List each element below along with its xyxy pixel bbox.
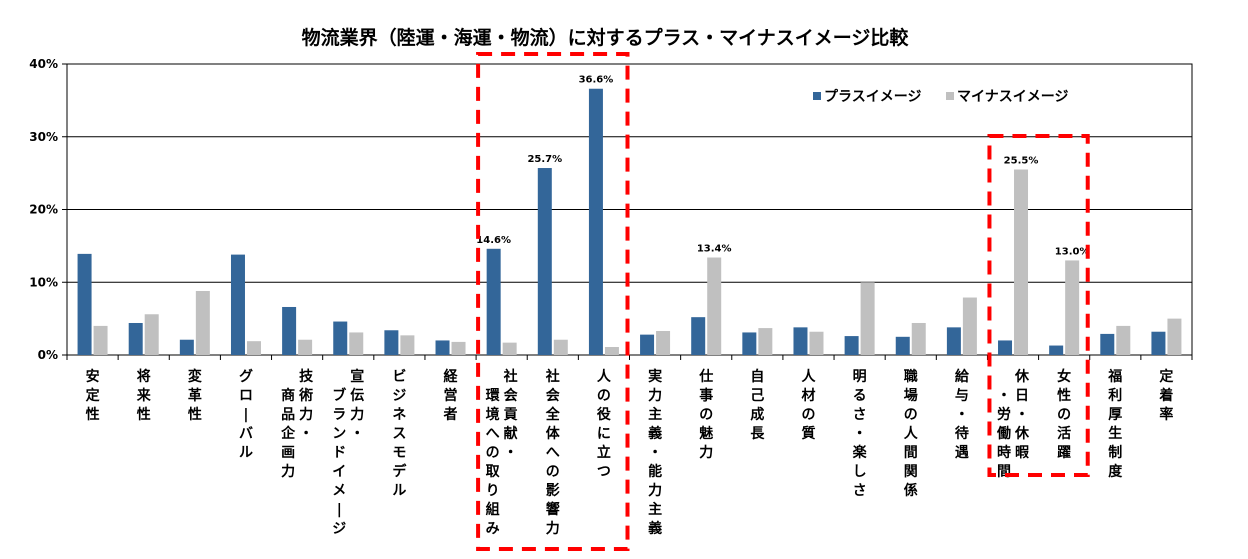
bar-series2: [911, 322, 926, 355]
bar-series1: [640, 334, 655, 355]
bar-series1: [998, 340, 1013, 355]
bar-series2: [144, 314, 159, 355]
category-label: 職場の人間関係: [904, 368, 919, 499]
bar-series1: [384, 330, 399, 355]
y-tick-label: 0%: [38, 348, 58, 362]
bar-layer: [77, 88, 1182, 356]
bar-series1: [895, 336, 910, 355]
bar-series2: [349, 332, 364, 355]
category-label: 社会貢献・: [503, 368, 519, 461]
data-label: 14.6%: [476, 235, 511, 246]
bar-series1: [486, 248, 501, 355]
data-label: 13.0%: [1055, 246, 1090, 257]
bar-series1: [742, 332, 757, 355]
data-label: 36.6%: [579, 75, 614, 86]
category-label: 商品企画力: [280, 387, 296, 480]
bar-series2: [93, 325, 108, 355]
category-label: 福利厚生制度: [1107, 368, 1123, 480]
bar-series1: [1100, 333, 1115, 355]
bar-series1: [793, 327, 808, 355]
bar-series2: [451, 341, 466, 355]
bar-series2: [962, 297, 977, 355]
highlight-box: [476, 52, 630, 551]
bar-series2: [809, 331, 824, 355]
bar-series1: [282, 306, 297, 355]
category-label: 定着率: [1158, 368, 1173, 423]
category-label: 給与・待遇: [955, 368, 970, 461]
category-label: 技術力・: [298, 368, 314, 442]
category-label: 安定性: [86, 368, 100, 423]
highlight-box: [987, 134, 1090, 477]
category-label: 女性の活躍: [1057, 368, 1071, 461]
bar-series1: [77, 253, 92, 355]
bar-series1: [946, 327, 961, 355]
category-label: 宣伝力・: [350, 368, 364, 442]
bar-series2: [1167, 318, 1182, 355]
data-label: 13.4%: [697, 244, 732, 255]
bar-series2: [860, 282, 875, 355]
bar-series2: [298, 339, 313, 355]
y-tick-label: 40%: [29, 57, 58, 71]
category-label: 仕事の魅力: [698, 368, 713, 461]
data-label: 25.5%: [1004, 155, 1039, 166]
category-label: 実力主義・能力主義: [648, 368, 662, 537]
bar-series2: [246, 341, 261, 355]
legend-label: マイナスイメージ: [957, 89, 1068, 105]
category-label: 経営者: [444, 368, 459, 423]
bar-series2: [400, 335, 415, 355]
category-label-layer: 安定性 将来性 変革性 グロ|バル 技術力・商品企画力 宣伝力・ブランドイメ|ジ ビジネスモ…: [86, 368, 1174, 537]
bar-series2: [758, 328, 773, 355]
highlight-layer: [476, 52, 1090, 551]
legend-swatch-series2: [946, 92, 954, 100]
bar-series2: [707, 257, 722, 355]
data-label-layer: 14.6% 25.7% 36.6% 13.4% 25.5% 13.0%: [476, 75, 1089, 258]
data-label: 25.7%: [527, 154, 562, 165]
bar-series1: [1151, 331, 1166, 355]
category-label: ブランドイメ|ジ: [332, 387, 346, 537]
y-tick-label: 30%: [29, 130, 58, 144]
bar-series1: [691, 317, 706, 355]
bar-series1: [537, 168, 552, 355]
legend: プラスイメージ マイナスイメージ: [813, 89, 1068, 105]
bar-series1: [1049, 345, 1064, 355]
category-label: 明るさ・楽しさ: [852, 369, 868, 499]
bar-series2: [195, 290, 210, 355]
bar-series1: [588, 88, 603, 356]
y-tick-label: 10%: [29, 275, 58, 289]
bar-series1: [179, 339, 194, 355]
category-label: 人の役に立つ: [597, 368, 612, 480]
bar-series2: [553, 339, 568, 355]
bar-series1: [844, 336, 859, 355]
y-tick-label: 20%: [29, 203, 58, 217]
category-label: 自己成長: [750, 368, 765, 442]
bar-series2: [604, 346, 619, 355]
bar-series1: [333, 321, 348, 355]
bar-series2: [656, 330, 671, 355]
bar-series1: [230, 254, 245, 355]
category-label: ビジネスモデル: [392, 369, 407, 499]
category-label: 人材の質: [801, 368, 816, 442]
bar-series2: [502, 342, 517, 355]
legend-swatch-series1: [813, 92, 821, 100]
bar-series2: [1065, 260, 1080, 355]
category-label: グロ|バル: [239, 368, 253, 461]
category-label: 休日・休暇: [1014, 368, 1030, 461]
category-label: 社会全体への影響力: [545, 368, 561, 537]
category-label: 変革性: [188, 368, 202, 423]
bar-series2: [1014, 169, 1029, 355]
bar-series2: [1116, 325, 1131, 355]
category-label: 環境への取り組み: [486, 388, 501, 537]
legend-label: プラスイメージ: [824, 89, 921, 105]
category-label: 将来性: [136, 368, 152, 423]
chart-title: 物流業界（陸運・海運・物流）に対するプラス・マイナスイメージ比較: [302, 26, 910, 49]
category-label: ・労働時間: [996, 388, 1011, 480]
bar-series1: [128, 322, 143, 355]
bar-series1: [435, 340, 450, 355]
